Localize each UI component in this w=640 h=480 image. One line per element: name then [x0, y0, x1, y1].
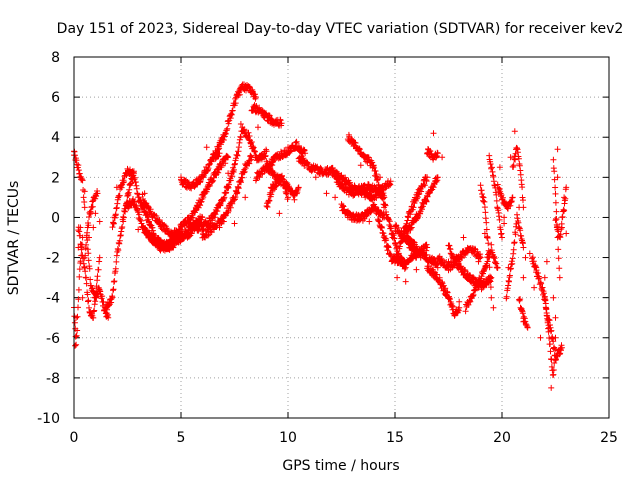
- y-tick-label: 8: [51, 50, 60, 66]
- y-tick-label: 6: [51, 90, 60, 106]
- y-tick-label: -10: [37, 411, 60, 427]
- chart-title: Day 151 of 2023, Sidereal Day-to-day VTE…: [57, 21, 624, 37]
- x-tick-label: 25: [600, 430, 618, 446]
- x-tick-label: 10: [279, 430, 297, 446]
- data-layer: [71, 81, 570, 391]
- x-tick-label: 0: [70, 430, 79, 446]
- y-tick-label: 4: [51, 130, 60, 146]
- plot-frame: [73, 56, 610, 419]
- y-tick-label: -4: [46, 291, 60, 307]
- y-tick-label: -6: [46, 331, 60, 347]
- sdtvar-data-points: [71, 81, 570, 391]
- y-tick-label: -8: [46, 371, 60, 387]
- y-tick-label: 2: [51, 170, 60, 186]
- y-tick-label: 0: [51, 210, 60, 226]
- tick-label-layer: 0 5 10 15 20 25 -10 -8 -6 -4 -2 0 2 4 6 8: [37, 50, 618, 446]
- y-axis-label: SDTVAR / TECUs: [6, 181, 22, 296]
- x-tick-label: 15: [386, 430, 404, 446]
- x-tick-label: 20: [493, 430, 511, 446]
- x-tick-label: 5: [177, 430, 186, 446]
- x-axis-label: GPS time / hours: [282, 458, 399, 474]
- y-tick-label: -2: [46, 251, 60, 267]
